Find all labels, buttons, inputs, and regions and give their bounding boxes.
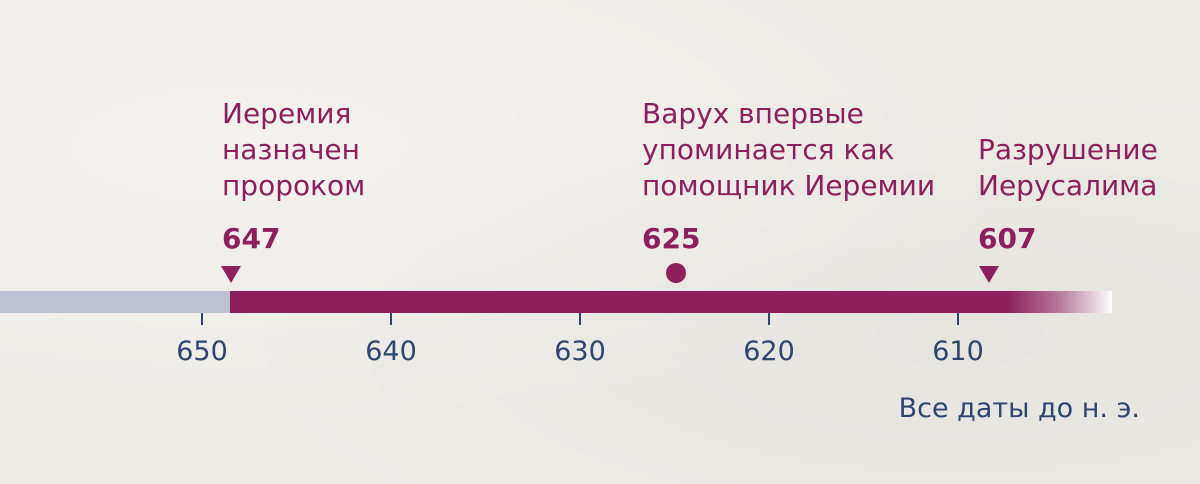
event-marker-triangle: [221, 266, 241, 283]
dates-footnote: Все даты до н. э.: [898, 393, 1140, 424]
timeline-bar-active: [230, 291, 1112, 313]
event-label-prophet-appointed: Иеремия назначен пророком: [222, 97, 366, 202]
axis-tick-label: 630: [554, 336, 606, 367]
event-label-baruch-mentioned: Варух впервые упоминается как помощник И…: [642, 97, 936, 202]
event-marker-dot: [666, 263, 686, 283]
axis-tick: [957, 313, 959, 325]
event-year-607: 607: [978, 222, 1037, 255]
event-marker-triangle: [979, 266, 999, 283]
axis-tick: [579, 313, 581, 325]
timeline-bar-past: [0, 291, 230, 313]
axis-tick: [390, 313, 392, 325]
axis-tick: [768, 313, 770, 325]
axis-tick-label: 650: [176, 336, 228, 367]
event-label-jerusalem-destroyed: Разрушение Иерусалима: [978, 133, 1158, 202]
axis-tick-label: 610: [932, 336, 984, 367]
axis-tick-label: 620: [743, 336, 795, 367]
event-year-625: 625: [642, 222, 701, 255]
axis-tick-label: 640: [365, 336, 417, 367]
event-year-647: 647: [222, 222, 281, 255]
axis-tick: [201, 313, 203, 325]
